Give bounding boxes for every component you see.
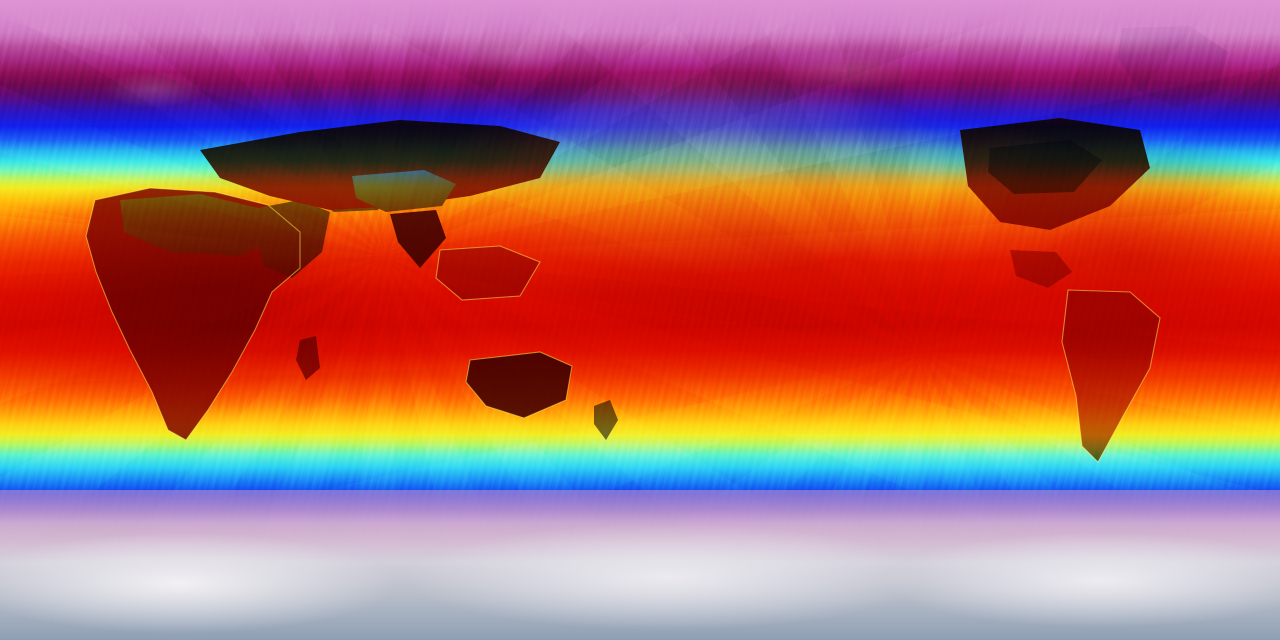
maritime-continent (436, 246, 540, 300)
australia-coastline (465, 351, 573, 419)
indonesia-coastline (435, 245, 541, 301)
south-america-coastline (1061, 289, 1161, 463)
madagascar (296, 336, 320, 380)
new-zealand (594, 400, 618, 440)
eurasia-landmass (200, 120, 560, 210)
tibetan-plateau-cold-anomaly (352, 170, 456, 212)
sahara-extreme-heat (120, 194, 276, 256)
antarctic-ice-sheet (0, 490, 1280, 640)
central-america (1010, 250, 1072, 288)
australia-landmass (466, 352, 572, 418)
arabian-peninsula-extreme-heat (254, 200, 330, 278)
africa-coastline (85, 187, 301, 441)
india-thar-very-hot (390, 210, 446, 268)
arctic-polar-cap (0, 0, 1280, 46)
north-american-interior-very-hot (988, 140, 1102, 194)
greenland-ice-sheet (1118, 26, 1228, 108)
south-america-landmass (1062, 290, 1160, 462)
